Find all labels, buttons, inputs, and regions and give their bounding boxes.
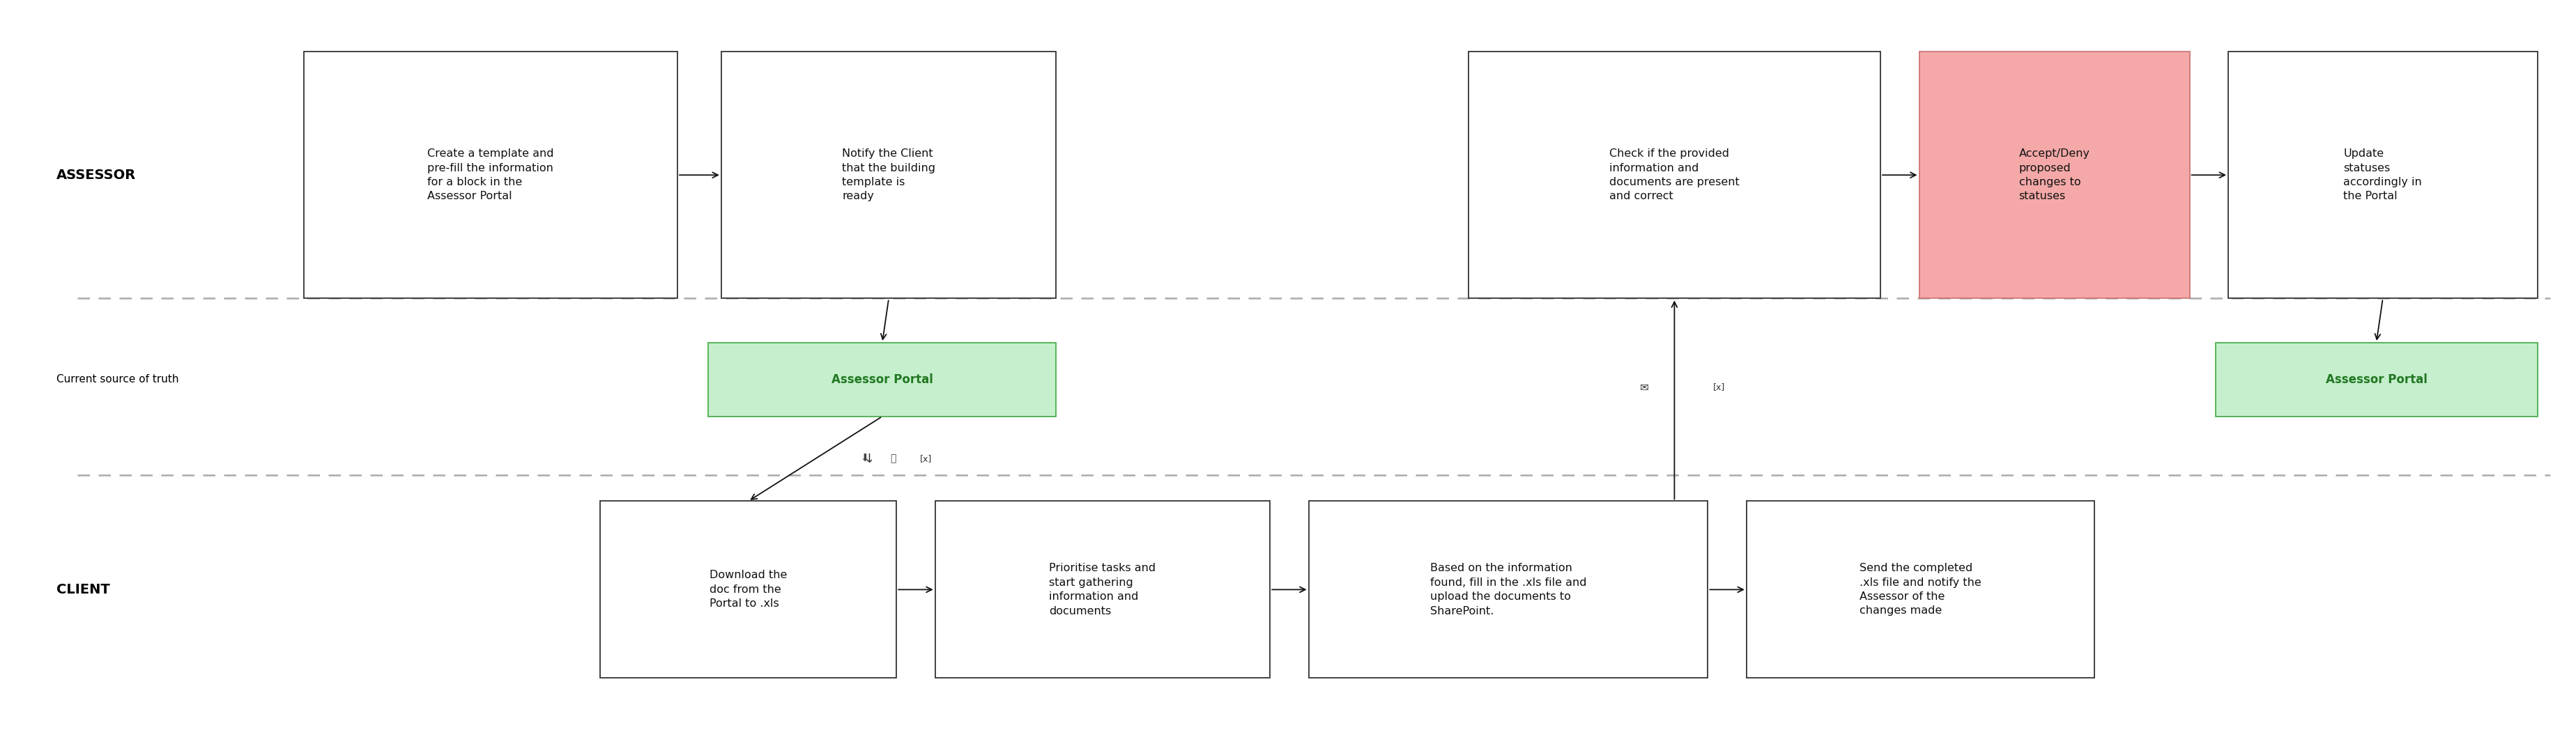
FancyBboxPatch shape (708, 343, 1056, 416)
Text: [x]: [x] (920, 454, 933, 464)
FancyBboxPatch shape (2228, 52, 2537, 298)
Text: Based on the information
found, fill in the .xls file and
upload the documents t: Based on the information found, fill in … (1430, 563, 1587, 616)
Text: Create a template and
pre-fill the information
for a block in the
Assessor Porta: Create a template and pre-fill the infor… (428, 148, 554, 202)
Text: 🗗: 🗗 (891, 454, 896, 464)
Text: Prioritise tasks and
start gathering
information and
documents: Prioritise tasks and start gathering inf… (1048, 563, 1157, 616)
FancyBboxPatch shape (721, 52, 1056, 298)
FancyBboxPatch shape (1919, 52, 2190, 298)
Text: Send the completed
.xls file and notify the
Assessor of the
changes made: Send the completed .xls file and notify … (1860, 563, 1981, 616)
Text: Update
statuses
accordingly in
the Portal: Update statuses accordingly in the Porta… (2344, 148, 2421, 202)
Text: Notify the Client
that the building
template is
ready: Notify the Client that the building temp… (842, 148, 935, 202)
FancyBboxPatch shape (304, 52, 677, 298)
FancyBboxPatch shape (1747, 501, 2094, 678)
FancyBboxPatch shape (2215, 343, 2537, 416)
Text: Assessor Portal: Assessor Portal (2326, 373, 2427, 386)
FancyBboxPatch shape (935, 501, 1270, 678)
FancyBboxPatch shape (1309, 501, 1708, 678)
Text: ↓: ↓ (863, 453, 876, 465)
Text: ⬇: ⬇ (860, 453, 871, 464)
FancyBboxPatch shape (1468, 52, 1880, 298)
Text: ✉: ✉ (1641, 382, 1649, 392)
Text: Assessor Portal: Assessor Portal (832, 373, 933, 386)
Text: [x]: [x] (1713, 383, 1726, 391)
Text: ASSESSOR: ASSESSOR (57, 169, 137, 182)
Text: Current source of truth: Current source of truth (57, 374, 178, 385)
Text: CLIENT: CLIENT (57, 583, 111, 596)
Text: Accept/Deny
proposed
changes to
statuses: Accept/Deny proposed changes to statuses (2020, 148, 2089, 202)
FancyBboxPatch shape (600, 501, 896, 678)
Text: Check if the provided
information and
documents are present
and correct: Check if the provided information and do… (1610, 148, 1739, 202)
Text: Download the
doc from the
Portal to .xls: Download the doc from the Portal to .xls (708, 570, 788, 609)
